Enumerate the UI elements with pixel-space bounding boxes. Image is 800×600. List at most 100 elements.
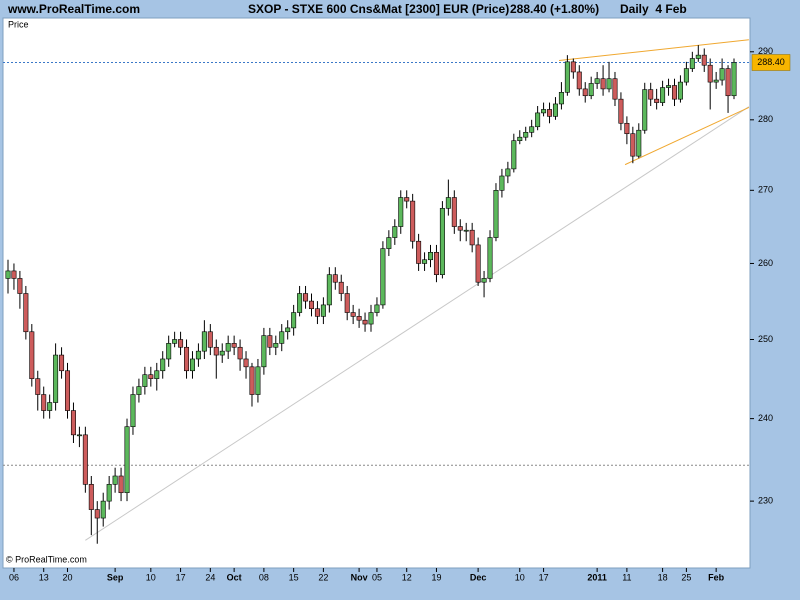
candle-body bbox=[636, 129, 642, 157]
candle-body bbox=[130, 394, 136, 428]
candle-body bbox=[195, 350, 201, 360]
candle-body bbox=[428, 252, 434, 261]
candle-body bbox=[380, 248, 386, 306]
candle-body bbox=[273, 343, 279, 348]
candle-body bbox=[166, 343, 172, 360]
candle-body bbox=[404, 197, 410, 202]
candle-body bbox=[178, 339, 184, 348]
y-tick-label: 260 bbox=[758, 258, 773, 268]
candle-body bbox=[666, 85, 672, 88]
candle-body bbox=[671, 85, 677, 100]
candle-body bbox=[47, 402, 53, 411]
x-tick-label: 10 bbox=[146, 572, 156, 582]
candle-body bbox=[249, 366, 255, 395]
candle-body bbox=[410, 200, 416, 242]
candle-body bbox=[219, 350, 225, 356]
candle-body bbox=[642, 89, 648, 131]
candle-body bbox=[184, 346, 190, 372]
candle-body bbox=[17, 278, 23, 294]
subtitle: 288.40 (+1.80%) bbox=[510, 2, 599, 16]
candle-body bbox=[535, 112, 541, 128]
candle-body bbox=[547, 109, 553, 117]
x-tick-label: 13 bbox=[39, 572, 49, 582]
candle-body bbox=[582, 88, 588, 97]
candle-body bbox=[106, 484, 112, 502]
candle-body bbox=[600, 78, 606, 90]
candle-body bbox=[172, 339, 178, 344]
x-tick-label: Feb bbox=[708, 572, 725, 582]
x-tick-label: 17 bbox=[176, 572, 186, 582]
copyright: © ProRealTime.com bbox=[6, 554, 87, 564]
trend-line bbox=[85, 106, 750, 541]
candle-body bbox=[618, 98, 624, 124]
candle-body bbox=[303, 293, 309, 302]
x-tick-label: Sep bbox=[107, 572, 124, 582]
candle-body bbox=[213, 346, 219, 356]
candle-body bbox=[59, 354, 65, 372]
candle-body bbox=[189, 358, 195, 372]
candle-body bbox=[201, 331, 207, 352]
y-tick-label: 240 bbox=[758, 413, 773, 423]
candle-body bbox=[362, 319, 368, 325]
candle-body bbox=[398, 197, 404, 227]
x-tick-label: 06 bbox=[9, 572, 19, 582]
candle-body bbox=[499, 175, 505, 191]
candle-body bbox=[469, 229, 475, 246]
candle-body bbox=[255, 366, 261, 395]
candle-body bbox=[630, 133, 636, 157]
candle-body bbox=[29, 331, 35, 379]
candle-body bbox=[314, 308, 320, 317]
candle-body bbox=[291, 312, 297, 329]
candle-body bbox=[124, 426, 130, 494]
candle-body bbox=[457, 226, 463, 231]
x-tick-label: 2011 bbox=[587, 572, 607, 582]
candle-body bbox=[719, 68, 725, 81]
candle-body bbox=[100, 500, 106, 519]
y-tick-label: 280 bbox=[758, 114, 773, 124]
x-tick-label: 17 bbox=[539, 572, 549, 582]
candle-body bbox=[356, 316, 362, 321]
candle-body bbox=[148, 374, 154, 379]
price-tag bbox=[751, 54, 791, 71]
trend-line bbox=[624, 106, 750, 166]
candle-body bbox=[112, 475, 118, 485]
candle-body bbox=[517, 136, 523, 141]
candle-body bbox=[392, 226, 398, 238]
candle-body bbox=[445, 197, 451, 209]
candle-body bbox=[261, 335, 267, 368]
candle-body bbox=[11, 270, 17, 279]
candle-body bbox=[332, 274, 338, 283]
x-tick-label: 18 bbox=[658, 572, 668, 582]
candle-body bbox=[231, 343, 237, 348]
candle-body bbox=[552, 103, 558, 117]
candle-body bbox=[53, 354, 59, 403]
candle-body bbox=[594, 78, 600, 84]
candle-body bbox=[207, 331, 213, 348]
candle-body bbox=[523, 132, 529, 138]
candle-body bbox=[267, 335, 273, 348]
x-tick-label: 08 bbox=[259, 572, 269, 582]
candle-body bbox=[701, 54, 707, 66]
candle-body bbox=[588, 83, 594, 97]
candle-body bbox=[243, 358, 249, 368]
candle-body bbox=[487, 237, 493, 279]
candle-body bbox=[475, 244, 481, 283]
candle-body bbox=[160, 358, 166, 372]
candle-body bbox=[493, 190, 499, 238]
candle-body bbox=[35, 378, 41, 395]
candle-body bbox=[23, 293, 29, 333]
candle-body bbox=[297, 293, 303, 313]
candle-body bbox=[82, 434, 88, 485]
candle-body bbox=[677, 81, 683, 100]
candle-body bbox=[612, 78, 618, 100]
candle-body bbox=[65, 370, 71, 411]
candle-body bbox=[689, 58, 695, 69]
candle-body bbox=[386, 237, 392, 249]
candle-body bbox=[118, 475, 124, 494]
trend-line bbox=[558, 39, 749, 61]
candle-body bbox=[481, 278, 487, 283]
chart-title: SXOP - STXE 600 Cns&Mat [2300] EUR (Pric… bbox=[248, 2, 509, 16]
plot-layer bbox=[3, 39, 750, 544]
candle-body bbox=[564, 61, 570, 93]
